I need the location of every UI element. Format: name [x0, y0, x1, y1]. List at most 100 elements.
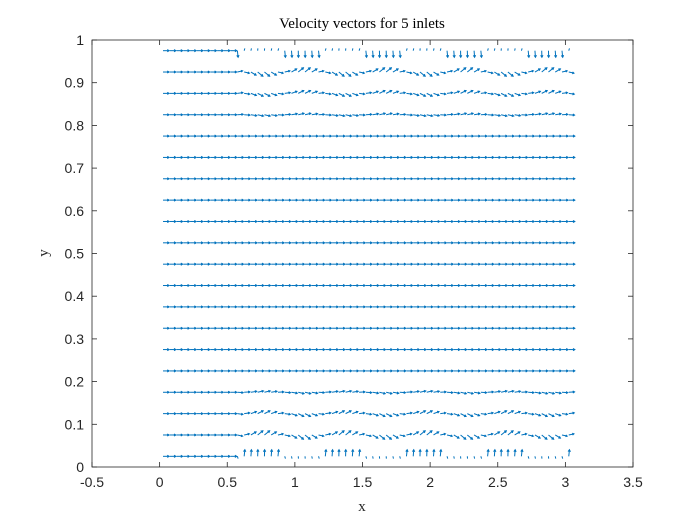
- vector-head: [471, 134, 475, 138]
- vector-head: [383, 198, 387, 202]
- vector-head: [511, 177, 515, 181]
- vector-head: [180, 177, 184, 181]
- vector-head: [430, 369, 434, 373]
- vector-head: [167, 454, 171, 458]
- vector-head: [241, 262, 245, 266]
- vector-head: [565, 284, 570, 288]
- vector-head: [295, 348, 299, 352]
- vector-head: [511, 241, 515, 245]
- vector-head: [457, 284, 461, 288]
- vector-head: [470, 89, 474, 93]
- vector-head: [227, 433, 231, 437]
- vector-head: [322, 155, 326, 159]
- vector-head: [518, 198, 522, 202]
- vector-head: [281, 155, 286, 159]
- vector-head: [430, 284, 434, 288]
- vector-head: [559, 326, 563, 330]
- vector-head: [200, 433, 204, 437]
- vector-head: [572, 432, 575, 436]
- vector-head: [308, 414, 312, 418]
- vector-head: [484, 91, 488, 95]
- vector-shaft: [379, 67, 385, 73]
- vector-head: [464, 369, 468, 373]
- vector-head: [261, 262, 265, 266]
- vector-shaft: [304, 67, 311, 73]
- vector-head: [390, 219, 394, 223]
- vector-head: [497, 73, 501, 76]
- vector-shaft: [338, 92, 345, 97]
- vector-head: [207, 134, 211, 138]
- vector-head: [200, 284, 204, 288]
- vector-head: [429, 430, 433, 434]
- vector-head: [234, 49, 238, 53]
- vector-head: [355, 410, 359, 414]
- vector-head: [288, 434, 291, 438]
- vector-head: [538, 348, 543, 352]
- vector-head: [268, 114, 272, 118]
- vector-head: [268, 389, 272, 393]
- vector-head: [363, 305, 367, 309]
- vector-head: [214, 91, 218, 95]
- vector-head: [396, 435, 399, 439]
- vector-head: [430, 155, 434, 159]
- vector-head: [302, 326, 306, 330]
- vector-head: [450, 434, 454, 438]
- vector-head: [437, 134, 441, 138]
- vector-head: [545, 348, 549, 352]
- vector-head: [444, 198, 448, 202]
- vector-shaft: [372, 434, 379, 439]
- vector-head: [356, 326, 360, 330]
- vector-head: [247, 113, 251, 117]
- vector-head: [491, 305, 495, 309]
- vector-head: [505, 348, 509, 352]
- vector-head: [241, 284, 245, 288]
- vector-head: [261, 305, 265, 309]
- vector-head: [403, 91, 407, 95]
- vector-head: [302, 134, 306, 138]
- y-axis-label: y: [36, 249, 52, 257]
- vector-head: [207, 433, 211, 437]
- vector-head: [261, 389, 265, 393]
- vector-head: [336, 284, 340, 288]
- vector-shaft: [433, 71, 439, 76]
- vector-shaft: [277, 48, 280, 51]
- vector-shaft: [331, 449, 334, 457]
- vector-head: [545, 369, 549, 373]
- vector-head: [532, 305, 536, 309]
- vector-head: [491, 284, 495, 288]
- vector-head: [173, 49, 177, 53]
- vector-head: [376, 326, 380, 330]
- vector-head: [443, 411, 447, 415]
- vector-head: [342, 262, 346, 266]
- vector-head: [376, 90, 380, 94]
- vector-head: [559, 134, 563, 138]
- vector-head: [464, 177, 468, 181]
- vector-shaft: [379, 112, 386, 116]
- vector-head: [538, 155, 543, 159]
- vector-head: [525, 155, 529, 159]
- vector-head: [308, 112, 312, 116]
- vector-head: [369, 219, 373, 223]
- vector-head: [559, 284, 563, 288]
- vector-shaft: [467, 434, 473, 440]
- vector-shaft: [527, 456, 530, 459]
- vector-head: [457, 112, 461, 116]
- vector-head: [545, 134, 549, 138]
- vector-head: [221, 134, 225, 138]
- vector-shaft: [311, 434, 318, 439]
- vector-head: [503, 430, 508, 434]
- vector-shaft: [520, 449, 523, 457]
- vector-head: [294, 68, 298, 72]
- vector-head: [383, 305, 387, 309]
- vector-head: [491, 241, 495, 245]
- vector-head: [173, 70, 177, 74]
- vector-head: [200, 348, 204, 352]
- vector-head: [221, 177, 225, 181]
- vector-head: [180, 134, 184, 138]
- vector-head: [214, 134, 218, 138]
- vector-head: [281, 134, 286, 138]
- vector-head: [452, 54, 456, 59]
- vector-head: [484, 369, 488, 373]
- vector-head: [221, 70, 225, 74]
- vector-head: [180, 241, 184, 245]
